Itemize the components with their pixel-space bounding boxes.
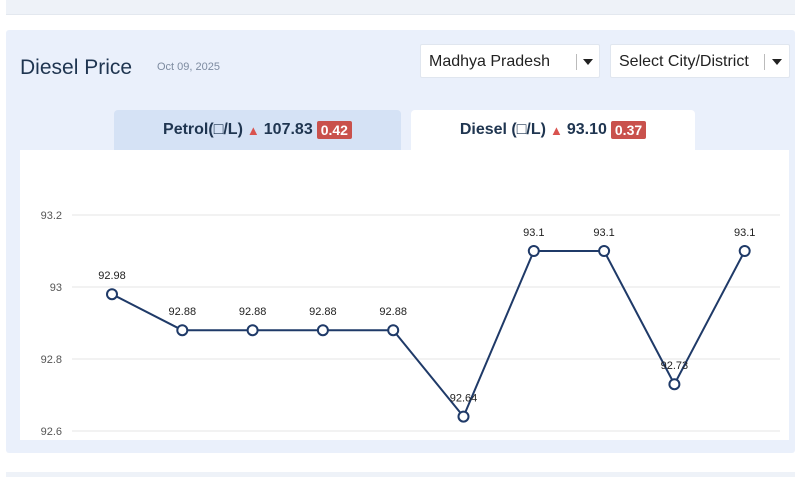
price-date: Oct 09, 2025 <box>157 61 220 73</box>
city-select-divider <box>764 54 765 70</box>
data-label: 92.98 <box>98 270 126 282</box>
tab-petrol-change-badge: 0.42 <box>316 121 352 139</box>
x-tick-label: Oct 06 <box>588 439 620 440</box>
data-label: 92.88 <box>239 306 267 318</box>
series-line <box>111 250 746 419</box>
tab-diesel[interactable]: Diesel (□/L) ▲ 93.10 0.37 <box>411 110 695 150</box>
data-point[interactable] <box>106 288 118 301</box>
state-select-value: Madhya Pradesh <box>429 53 550 70</box>
x-tick-label: Sep 30 <box>165 439 200 440</box>
data-label: 92.88 <box>169 306 197 318</box>
price-line-chart: 92.6 92.8 93 93.2 Sep 29 Sep 30 Oct 01 Oct 02 Oc… <box>41 210 780 451</box>
tab-petrol-label: Petrol(□/L) <box>163 121 243 138</box>
top-strip <box>6 0 795 15</box>
tab-petrol[interactable]: Petrol(□/L) ▲ 107.83 0.42 <box>114 110 401 150</box>
data-point[interactable] <box>316 324 329 337</box>
y-tick-label: 93 <box>50 282 62 294</box>
x-tick-label: Oct 03 <box>377 439 409 440</box>
city-select-value: Select City/District <box>619 53 749 70</box>
data-point[interactable] <box>176 324 189 337</box>
data-label: 92.73 <box>661 360 689 372</box>
data-point[interactable] <box>598 245 611 257</box>
data-label: 92.88 <box>379 306 407 318</box>
x-tick-label: Sep 29 <box>95 439 130 440</box>
x-tick-label: Oct 09 <box>728 439 760 440</box>
tab-diesel-label: Diesel (□/L) <box>459 121 546 138</box>
chevron-down-icon[interactable] <box>583 59 593 65</box>
y-tick-label: 92.6 <box>41 426 62 438</box>
state-select[interactable]: Madhya Pradesh <box>420 44 600 78</box>
x-tick-label: Oct 04 <box>447 439 479 440</box>
x-tick-label: Oct 05 <box>518 439 550 440</box>
bottom-strip <box>6 472 795 477</box>
data-point[interactable] <box>668 378 681 391</box>
y-tick-label: 93.2 <box>41 210 62 222</box>
chevron-down-icon[interactable] <box>772 59 782 65</box>
data-label: 92.64 <box>450 393 478 405</box>
diesel-price-panel: Diesel Price Oct 09, 2025 Madhya Pradesh… <box>6 30 795 453</box>
x-tick-label: Oct 08 <box>658 439 690 440</box>
data-point[interactable] <box>738 245 751 257</box>
price-chart-container: 92.6 92.8 93 93.2 Sep 29 Sep 30 Oct 01 Oct 02 Oc… <box>20 150 789 451</box>
price-up-icon: ▲ <box>246 122 260 138</box>
data-label: 93.1 <box>734 227 755 239</box>
tab-diesel-price: 93.10 <box>566 121 607 138</box>
data-point[interactable] <box>387 324 400 337</box>
state-select-divider <box>576 54 577 70</box>
y-tick-label: 92.8 <box>41 354 62 366</box>
tab-diesel-change-badge: 0.37 <box>610 121 647 139</box>
x-tick-label: Oct 01 <box>236 439 268 440</box>
tab-petrol-price: 107.83 <box>263 121 313 138</box>
data-point[interactable] <box>246 324 259 337</box>
price-up-icon: ▲ <box>549 122 563 138</box>
data-label: 93.1 <box>523 227 544 239</box>
city-select[interactable]: Select City/District <box>610 44 790 78</box>
data-point[interactable] <box>527 245 540 257</box>
page-title: Diesel Price <box>20 56 133 79</box>
data-point[interactable] <box>457 410 470 423</box>
data-label: 93.1 <box>593 227 614 239</box>
data-label: 92.88 <box>309 306 337 318</box>
x-tick-label: Oct 02 <box>307 439 339 440</box>
